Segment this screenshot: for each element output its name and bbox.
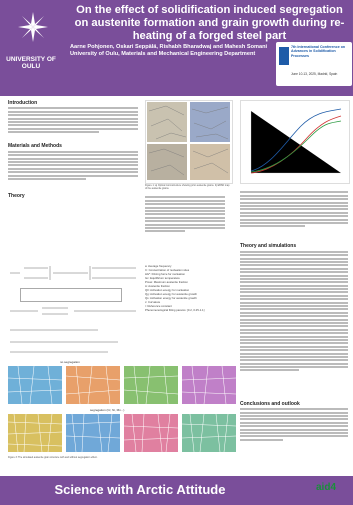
legend-item: Pmax: Maximum austenite fraction: [145, 280, 188, 284]
poster-title: On the effect of solidification induced …: [74, 4, 345, 42]
conference-logo-icon: [279, 47, 289, 65]
right-text-top: [240, 191, 348, 243]
materials-heading: Materials and Methods: [8, 143, 62, 150]
poster-footer: Science with Arctic Attitude: [0, 476, 353, 505]
growth-formulas: [8, 324, 140, 356]
segregation-label: segregation (Cr, Ni, Mn...): [90, 408, 125, 412]
grain-map-image-no-seg: [7, 365, 237, 405]
legend-item: A: Austenite fraction: [145, 284, 170, 288]
legend-item: Qg: Activation energy for austenite grow…: [145, 292, 197, 296]
legend-item: c: Curvature: [145, 300, 161, 304]
symbol-legend: a: Average frequency C: Concentration of…: [145, 264, 229, 312]
rate-formula-image: [10, 307, 136, 315]
legend-item: Gc: Equilibrium temperature: [145, 276, 180, 280]
conclusions-heading: Conclusions and outlook: [240, 400, 300, 407]
star-logo-icon: [18, 12, 48, 42]
grain-map-segregation: [7, 413, 238, 453]
materials-text: [8, 150, 138, 193]
nucleation-formula-image: [10, 266, 136, 280]
figure-1-caption: Figure 1: a) Optical microstructure show…: [145, 184, 230, 190]
growth-formulas-image: [10, 329, 118, 353]
figure-3-caption: Figure 3: The simulated austenite grain …: [8, 456, 98, 459]
legend-item: Phenomenological fitting params: [0.2, 0…: [145, 308, 205, 312]
intro-heading: Introduction: [8, 100, 38, 106]
university-logo: UNIVERSITY OF OULU: [4, 10, 58, 94]
grain-map-no-segregation: [7, 365, 238, 405]
conference-badge: 7th International Conference on Advances…: [276, 42, 352, 86]
rate-formula: [8, 304, 140, 318]
figure-2-plot-image: [250, 108, 342, 174]
university-name: UNIVERSITY OF OULU: [6, 56, 56, 70]
authors: Aarne Pohjonen, Oskari Seppälä, Rishabh …: [70, 44, 268, 50]
middle-text: [145, 195, 225, 234]
theory-simulations-text: [240, 250, 348, 401]
legend-item: Qs: Activation energy for austenite grow…: [145, 296, 197, 300]
conference-date: June 10-13, 2025, Madrid, Spain: [291, 72, 338, 76]
no-segregation-label: no segregation: [60, 360, 80, 364]
legend-item: C: Concentration of nucleation sites: [145, 268, 190, 272]
conference-name: 7th International Conference on Advances…: [291, 45, 346, 58]
affiliation: University of Oulu, Materials and Mechan…: [70, 51, 256, 57]
aid4-logo: aid4: [316, 482, 337, 493]
theory-simulations-heading: Theory and simulations: [240, 243, 297, 250]
authors-block: Aarne Pohjonen, Oskari Seppälä, Rishabh …: [70, 44, 280, 58]
legend-item: Q0: Activation energy for nucleation: [145, 288, 190, 292]
conclusions-text: [240, 408, 348, 458]
right-column: Theory and simulations Conclusions and o…: [240, 190, 348, 458]
legend-item: r: Reference constant: [145, 304, 172, 308]
grain-map-image-seg: [7, 413, 237, 453]
figure-2-plot: [240, 100, 350, 184]
poster-header: UNIVERSITY OF OULU On the effect of soli…: [0, 0, 353, 96]
intro-text: [8, 107, 138, 143]
footer-slogan: Science with Arctic Attitude: [54, 482, 226, 497]
nucleation-formula: [8, 262, 140, 284]
approximate-function-box: [20, 288, 122, 302]
legend-item: ΔG*: Driving force for nucleation: [145, 272, 185, 276]
figure-1-microstructure: [145, 100, 233, 184]
micrograph-image: [147, 102, 230, 180]
left-column: Introduction Materials and Methods Theor…: [8, 100, 138, 199]
theory-heading: Theory: [8, 192, 25, 199]
legend-item: a: Average frequency: [145, 264, 172, 268]
